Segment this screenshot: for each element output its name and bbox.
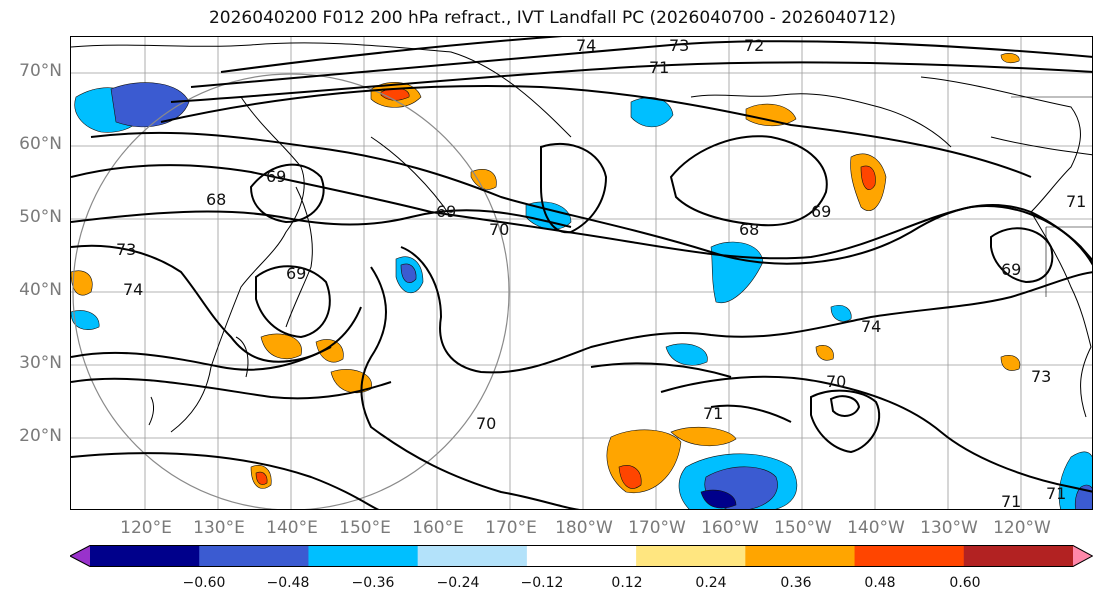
- contour-label: 74: [861, 317, 881, 336]
- map-title: 2026040200 F012 200 hPa refract., IVT La…: [208, 8, 896, 28]
- colorbar-tick: −0.24: [436, 575, 480, 591]
- colorbar-segment: [70, 545, 90, 567]
- lon-label-130e: 130°E: [193, 518, 245, 538]
- lat-label-50n: 50°N: [19, 207, 62, 227]
- lat-label-20n: 20°N: [19, 426, 62, 446]
- colorbar-tick: 0.12: [611, 575, 643, 591]
- contour-label: 69: [286, 264, 306, 283]
- colorbar-tick: −0.60: [182, 575, 226, 591]
- contour-label: 71: [1001, 492, 1021, 510]
- lon-label-140e: 140°E: [266, 518, 318, 538]
- lon-label-170e: 170°E: [485, 518, 537, 538]
- lon-label-160e: 160°E: [412, 518, 464, 538]
- lon-label-180w: 180°W: [555, 518, 613, 538]
- colorbar-segment: [417, 545, 528, 567]
- contour-label: 70: [826, 372, 846, 391]
- map-panel: 74 73 72 71 69 70 68 69 68 69 73 74 69 7…: [70, 36, 1093, 510]
- range-circle: [72, 73, 510, 509]
- lon-label-130w: 130°W: [920, 518, 978, 538]
- lon-label-150e: 150°E: [339, 518, 391, 538]
- lon-label-120w: 120°W: [993, 518, 1051, 538]
- colorbar-tick: 0.36: [780, 575, 812, 591]
- lat-label-70n: 70°N: [19, 61, 62, 81]
- colorbar-tick: −0.48: [266, 575, 310, 591]
- contour-label: 68: [739, 220, 759, 239]
- coastlines: [71, 42, 1092, 433]
- colorbar-segment: [1073, 545, 1093, 567]
- colorbar-tick: 0.60: [949, 575, 981, 591]
- colorbar-segment: [963, 545, 1074, 567]
- lat-label-60n: 60°N: [19, 134, 62, 154]
- colorbar-tick: −0.12: [520, 575, 564, 591]
- contour-label: 72: [744, 37, 764, 55]
- contour-label-group: 74 73 72 71 69 70 68 69 68 69 73 74 69 7…: [116, 37, 1086, 510]
- contour-label: 69: [266, 167, 286, 186]
- lon-label-170w: 170°W: [628, 518, 686, 538]
- ivt-pc-shading: [71, 53, 1092, 509]
- lon-label-160w: 160°W: [701, 518, 759, 538]
- contour-label: 71: [1066, 192, 1086, 211]
- colorbar-tick: −0.36: [351, 575, 395, 591]
- colorbar-segment: [745, 545, 856, 567]
- contour-label: 73: [116, 240, 136, 259]
- colorbar-tick: 0.48: [864, 575, 896, 591]
- colorbar-segment: [90, 545, 200, 567]
- contour-label: 73: [1031, 367, 1051, 386]
- lat-label-30n: 30°N: [19, 353, 62, 373]
- colorbar-outline: [70, 545, 1093, 567]
- contour-label: 69: [436, 202, 456, 221]
- colorbar-segment: [854, 545, 965, 567]
- colorbar-segment: [636, 545, 746, 567]
- lon-label-150w: 150°W: [774, 518, 832, 538]
- lat-label-40n: 40°N: [19, 280, 62, 300]
- contour-label: 71: [1046, 484, 1066, 503]
- contour-label: 69: [811, 202, 831, 221]
- contour-label: 69: [1001, 260, 1021, 279]
- colorbar-segment: [526, 545, 637, 567]
- colorbar-tick: 0.24: [695, 575, 727, 591]
- contour-label: 68: [206, 190, 226, 209]
- refractivity-contours: [71, 37, 1092, 509]
- colorbar-segment: [308, 545, 419, 567]
- contour-label: 71: [703, 404, 723, 423]
- lon-label-120e: 120°E: [120, 518, 172, 538]
- colorbar-segment: [199, 545, 309, 567]
- colorbar: [70, 545, 1093, 567]
- graticule: [71, 37, 1092, 509]
- contour-label: 70: [489, 220, 509, 239]
- contour-label: 71: [649, 58, 669, 77]
- lon-label-140w: 140°W: [847, 518, 905, 538]
- contour-label: 74: [576, 37, 596, 55]
- contour-label: 73: [669, 37, 689, 55]
- contour-label: 74: [123, 280, 143, 299]
- map-canvas: 74 73 72 71 69 70 68 69 68 69 73 74 69 7…: [71, 37, 1092, 510]
- contour-label: 70: [476, 414, 496, 433]
